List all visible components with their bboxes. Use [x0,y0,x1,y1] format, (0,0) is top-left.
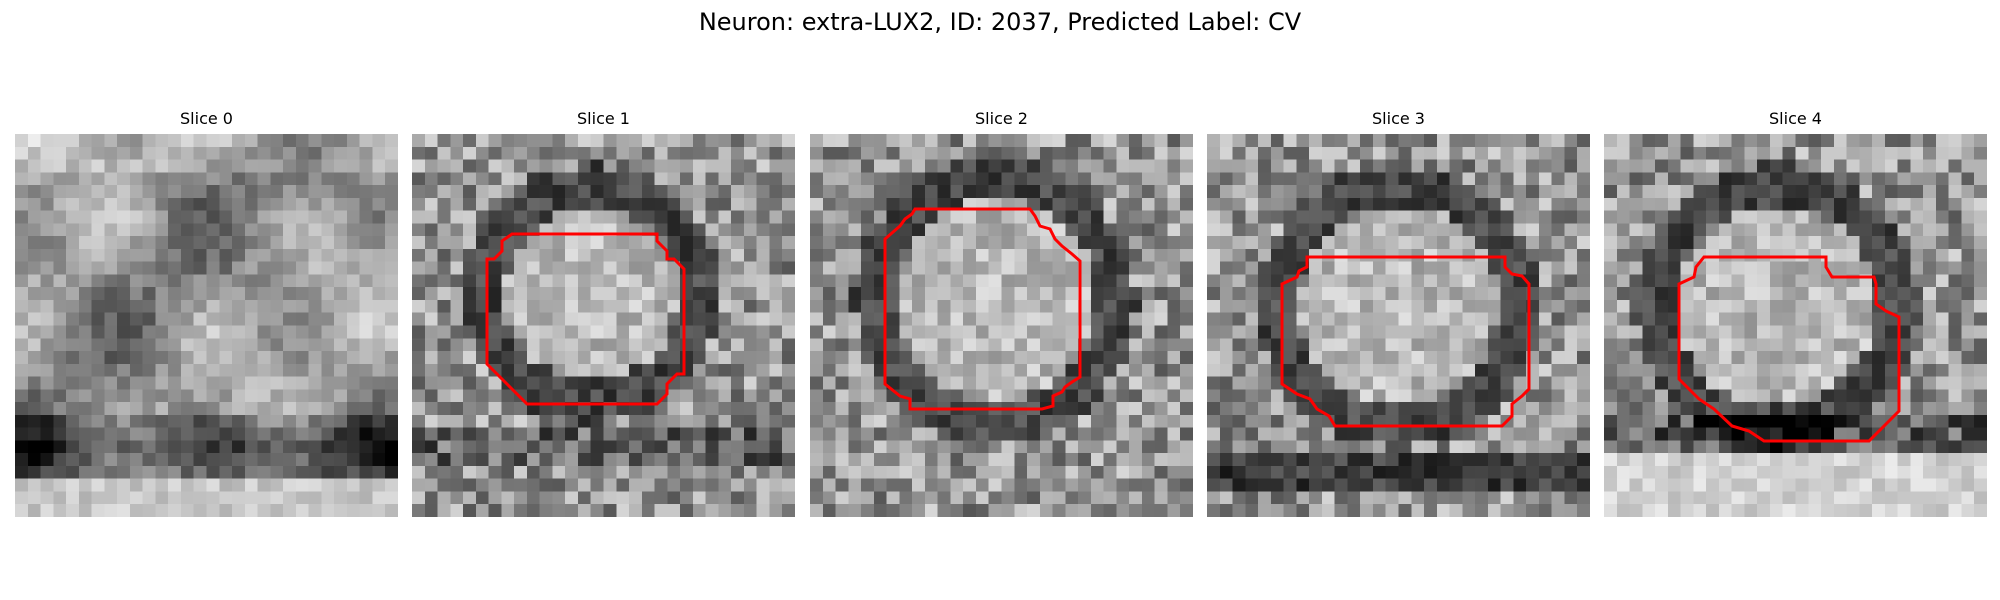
slice-3-image [1207,134,1590,517]
slice-3-contour [1280,255,1531,428]
slice-0-title: Slice 0 [180,109,233,128]
slice-4-image [1604,134,1987,517]
slice-3-panel [1207,134,1590,517]
slice-1-panel [412,134,795,517]
slice-2-panel [810,134,1193,517]
slice-4-contour-overlay [1677,255,1901,443]
slice-4-contour [1677,255,1901,443]
slice-1-title: Slice 1 [577,109,630,128]
slice-1-image [412,134,795,517]
slice-0-image [15,134,398,517]
slice-3-title: Slice 3 [1372,109,1425,128]
slice-2-contour-overlay [883,207,1082,411]
slice-4-panel [1604,134,1987,517]
slice-3-contour-overlay [1280,255,1531,428]
slice-2-contour [883,207,1082,411]
slice-0-panel [15,134,398,517]
slice-1-contour [485,232,686,406]
slice-4-title: Slice 4 [1769,109,1822,128]
slice-1-contour-overlay [485,232,686,406]
slice-2-title: Slice 2 [975,109,1028,128]
figure-title: Neuron: extra-LUX2, ID: 2037, Predicted … [698,8,1302,36]
slice-2-image [810,134,1193,517]
